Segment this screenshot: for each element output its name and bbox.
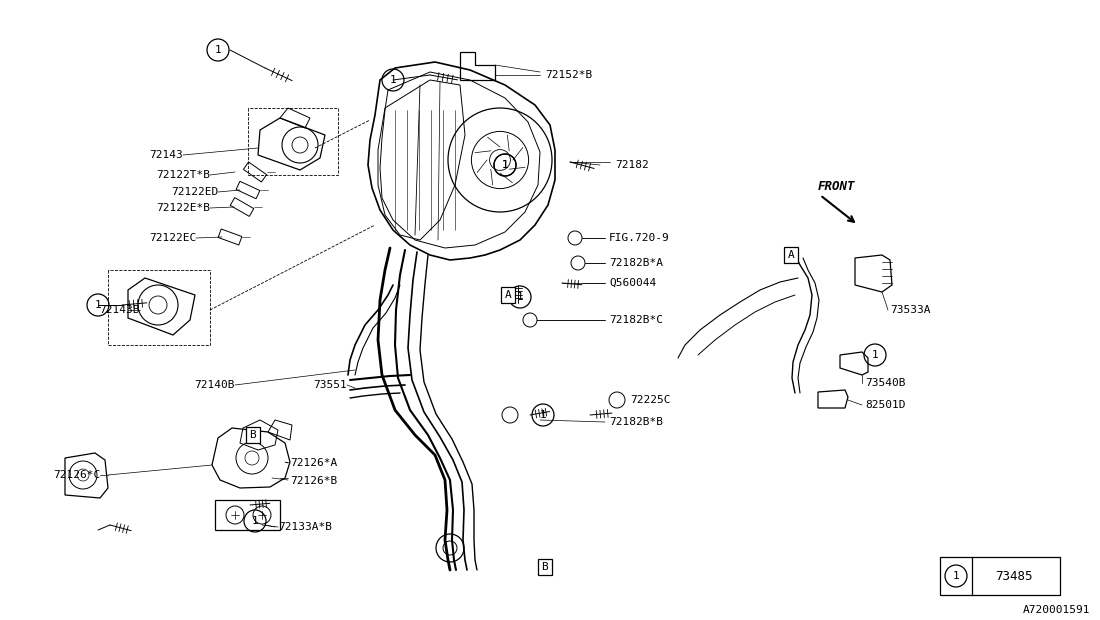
Text: 73540B: 73540B — [865, 378, 905, 388]
Text: 72126*B: 72126*B — [290, 476, 338, 486]
Text: 1: 1 — [953, 571, 959, 581]
Text: 72122T*B: 72122T*B — [156, 170, 210, 180]
Text: 72182B*C: 72182B*C — [609, 315, 663, 325]
Text: 72126*C: 72126*C — [53, 470, 100, 480]
Text: 73485: 73485 — [996, 570, 1033, 583]
Text: FIG.720-9: FIG.720-9 — [609, 233, 670, 243]
Text: FRONT: FRONT — [818, 180, 856, 193]
Text: 1: 1 — [517, 292, 524, 302]
Text: 72182B*B: 72182B*B — [609, 417, 663, 427]
Text: 72143B: 72143B — [99, 305, 140, 315]
Text: 1: 1 — [540, 410, 547, 420]
Text: 1: 1 — [389, 75, 396, 85]
Text: 72182: 72182 — [615, 160, 649, 170]
Text: A: A — [788, 250, 794, 260]
Text: 72126*A: 72126*A — [290, 458, 338, 468]
Bar — [940, 557, 1060, 595]
Text: 82501D: 82501D — [865, 400, 905, 410]
Text: 73551: 73551 — [314, 380, 346, 390]
Text: 1: 1 — [95, 300, 101, 310]
Text: 1: 1 — [502, 160, 508, 170]
Text: Q560044: Q560044 — [609, 278, 657, 288]
Text: A: A — [505, 290, 512, 300]
Text: 72143: 72143 — [150, 150, 183, 160]
Text: 72152*B: 72152*B — [544, 70, 592, 80]
Text: A720001591: A720001591 — [1023, 605, 1090, 615]
Text: 72182B*A: 72182B*A — [609, 258, 663, 268]
Text: B: B — [541, 562, 549, 572]
Text: 1: 1 — [871, 350, 879, 360]
Text: 72122EC: 72122EC — [148, 233, 196, 243]
Text: 72225C: 72225C — [630, 395, 671, 405]
Text: 1: 1 — [502, 160, 508, 170]
Text: 72140B: 72140B — [195, 380, 235, 390]
Text: B: B — [250, 430, 256, 440]
Text: 1: 1 — [252, 516, 258, 526]
Text: 1: 1 — [214, 45, 221, 55]
Text: 72133A*B: 72133A*B — [278, 522, 332, 532]
Text: 72122ED: 72122ED — [170, 187, 218, 197]
Text: 72122E*B: 72122E*B — [156, 203, 210, 213]
Text: 73533A: 73533A — [890, 305, 931, 315]
